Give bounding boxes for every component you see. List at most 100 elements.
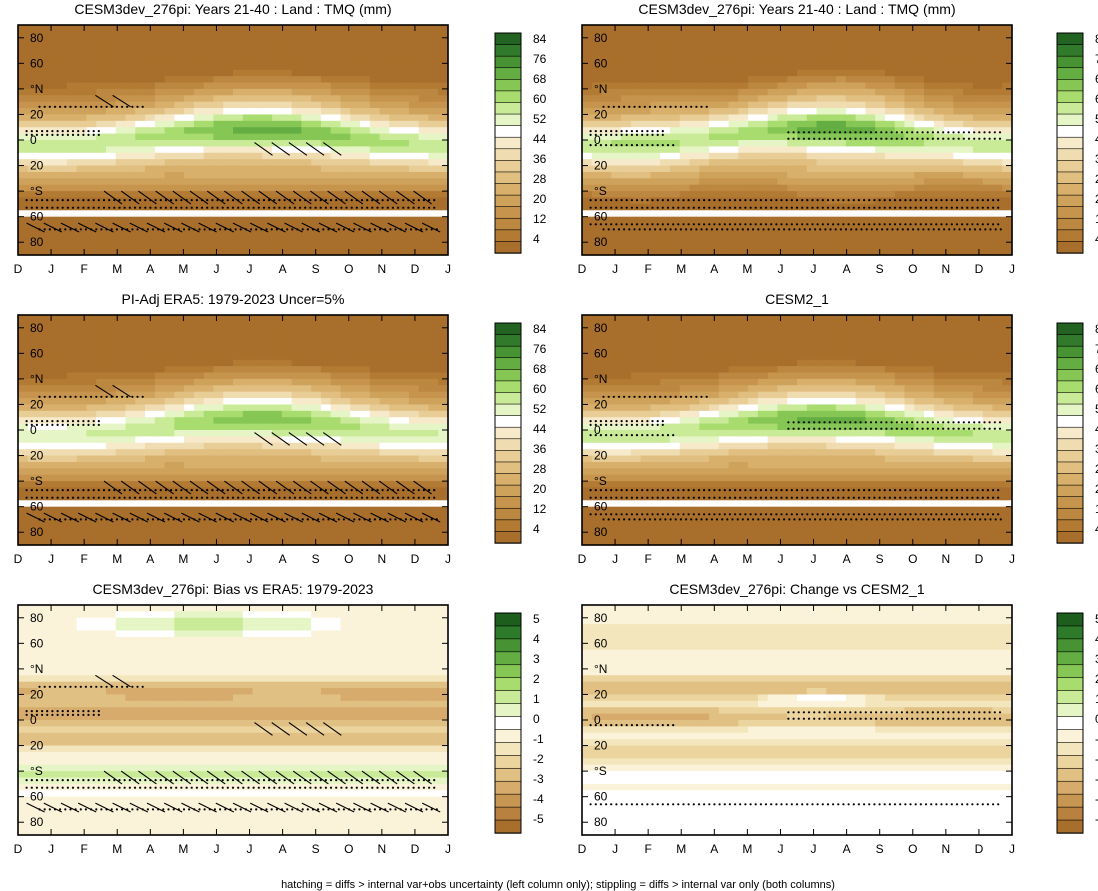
heatmap-cell xyxy=(699,216,710,224)
heatmap-cell xyxy=(223,63,234,71)
heatmap-cell xyxy=(76,455,88,463)
heatmap-cell xyxy=(845,69,857,77)
heatmap-cell xyxy=(164,159,175,167)
stipple-dot xyxy=(113,206,116,209)
heatmap-cell xyxy=(154,525,166,533)
heatmap-cell xyxy=(943,114,954,122)
stipple-dot xyxy=(868,206,871,209)
heatmap-cell xyxy=(953,95,964,103)
heatmap-cell xyxy=(953,216,964,224)
heatmap-cell xyxy=(982,31,994,39)
heatmap-cell xyxy=(963,114,974,122)
heatmap-cell xyxy=(748,210,759,218)
stipple-dot xyxy=(955,223,959,226)
heatmap-cell xyxy=(213,398,224,406)
heatmap-cell xyxy=(816,197,827,205)
stipple-dot xyxy=(273,199,276,202)
heatmap-cell xyxy=(154,184,166,192)
heatmap-cell xyxy=(311,191,322,199)
heatmap-cell xyxy=(330,95,342,103)
heatmap-cell xyxy=(963,88,974,96)
stipple-dot xyxy=(674,228,677,231)
heatmap-cell xyxy=(933,56,945,64)
heatmap-cell xyxy=(875,133,886,141)
stipple-dot xyxy=(589,144,592,147)
heatmap-cell xyxy=(145,140,156,147)
heatmap-cell xyxy=(836,120,847,128)
heatmap-cell xyxy=(428,242,439,250)
heatmap-cell xyxy=(630,165,642,173)
heatmap-cell xyxy=(291,171,303,179)
heatmap-cell xyxy=(340,152,351,160)
heatmap-cell xyxy=(242,242,254,250)
heatmap-cell xyxy=(748,127,759,135)
heatmap-cell xyxy=(982,171,994,179)
heatmap-cell xyxy=(1002,140,1013,147)
heatmap-cell xyxy=(193,506,205,514)
heatmap-cell xyxy=(418,248,430,256)
heatmap-cell xyxy=(943,229,954,237)
stipple-dot xyxy=(185,206,188,209)
heatmap-cell xyxy=(193,197,205,205)
heatmap-cell xyxy=(611,248,622,256)
stipple-dot xyxy=(823,131,826,134)
heatmap-cell xyxy=(184,210,195,218)
stipple-dot xyxy=(35,130,39,133)
stipple-dot xyxy=(930,206,933,209)
stipple-dot xyxy=(628,105,631,108)
heatmap-cell xyxy=(728,120,739,128)
heatmap-cell xyxy=(311,114,322,122)
heatmap-cell xyxy=(689,165,700,173)
heatmap-cell xyxy=(875,178,886,186)
heatmap-cell xyxy=(105,56,117,64)
heatmap-cell xyxy=(855,120,867,128)
heatmap-cell xyxy=(738,133,749,141)
heatmap-cell xyxy=(203,385,215,393)
stipple-dot xyxy=(594,223,597,226)
heatmap-cell xyxy=(164,127,175,135)
hatch-line xyxy=(353,222,372,233)
heatmap-cell xyxy=(115,178,127,186)
heatmap-cell xyxy=(438,248,449,256)
heatmap-cell xyxy=(748,146,759,154)
heatmap-cell xyxy=(37,315,48,322)
heatmap-cell xyxy=(845,82,857,90)
heatmap-cell xyxy=(184,191,195,199)
heatmap-cell xyxy=(193,184,205,192)
stipple-dot xyxy=(397,199,400,202)
heatmap-cell xyxy=(125,108,136,116)
heatmap-cell xyxy=(914,76,925,84)
heatmap-cell xyxy=(125,76,136,84)
heatmap-cell xyxy=(164,481,175,489)
heatmap-cell xyxy=(399,133,410,141)
heatmap-cell xyxy=(875,120,886,128)
stipple-dot xyxy=(931,137,935,140)
colorbar-swatch xyxy=(1056,44,1084,57)
heatmap-cell xyxy=(223,455,234,463)
heatmap-cell xyxy=(679,108,691,116)
heatmap-cell xyxy=(591,184,603,192)
heatmap-cell xyxy=(787,127,798,135)
heatmap-cell xyxy=(601,56,612,64)
heatmap-cell xyxy=(252,120,263,128)
heatmap-cell xyxy=(154,152,166,160)
stipple-dot xyxy=(641,144,644,147)
heatmap-cell xyxy=(203,474,215,482)
heatmap-cell xyxy=(865,127,876,135)
heatmap-cell xyxy=(96,474,107,482)
heatmap-cell xyxy=(428,171,439,179)
heatmap-cell xyxy=(184,436,195,444)
heatmap-cell xyxy=(37,50,48,58)
heatmap-cell xyxy=(213,442,224,450)
heatmap-cell xyxy=(27,391,39,399)
stipple-dot xyxy=(646,133,649,136)
heatmap-cell xyxy=(797,37,808,45)
heatmap-cell xyxy=(252,114,263,122)
heatmap-cell xyxy=(135,455,146,463)
heatmap-cell xyxy=(884,191,896,199)
heatmap-cell xyxy=(816,82,827,90)
heatmap-cell xyxy=(699,165,710,173)
stipple-dot xyxy=(857,223,861,226)
heatmap-cell xyxy=(591,114,603,122)
heatmap-cell xyxy=(213,493,224,501)
